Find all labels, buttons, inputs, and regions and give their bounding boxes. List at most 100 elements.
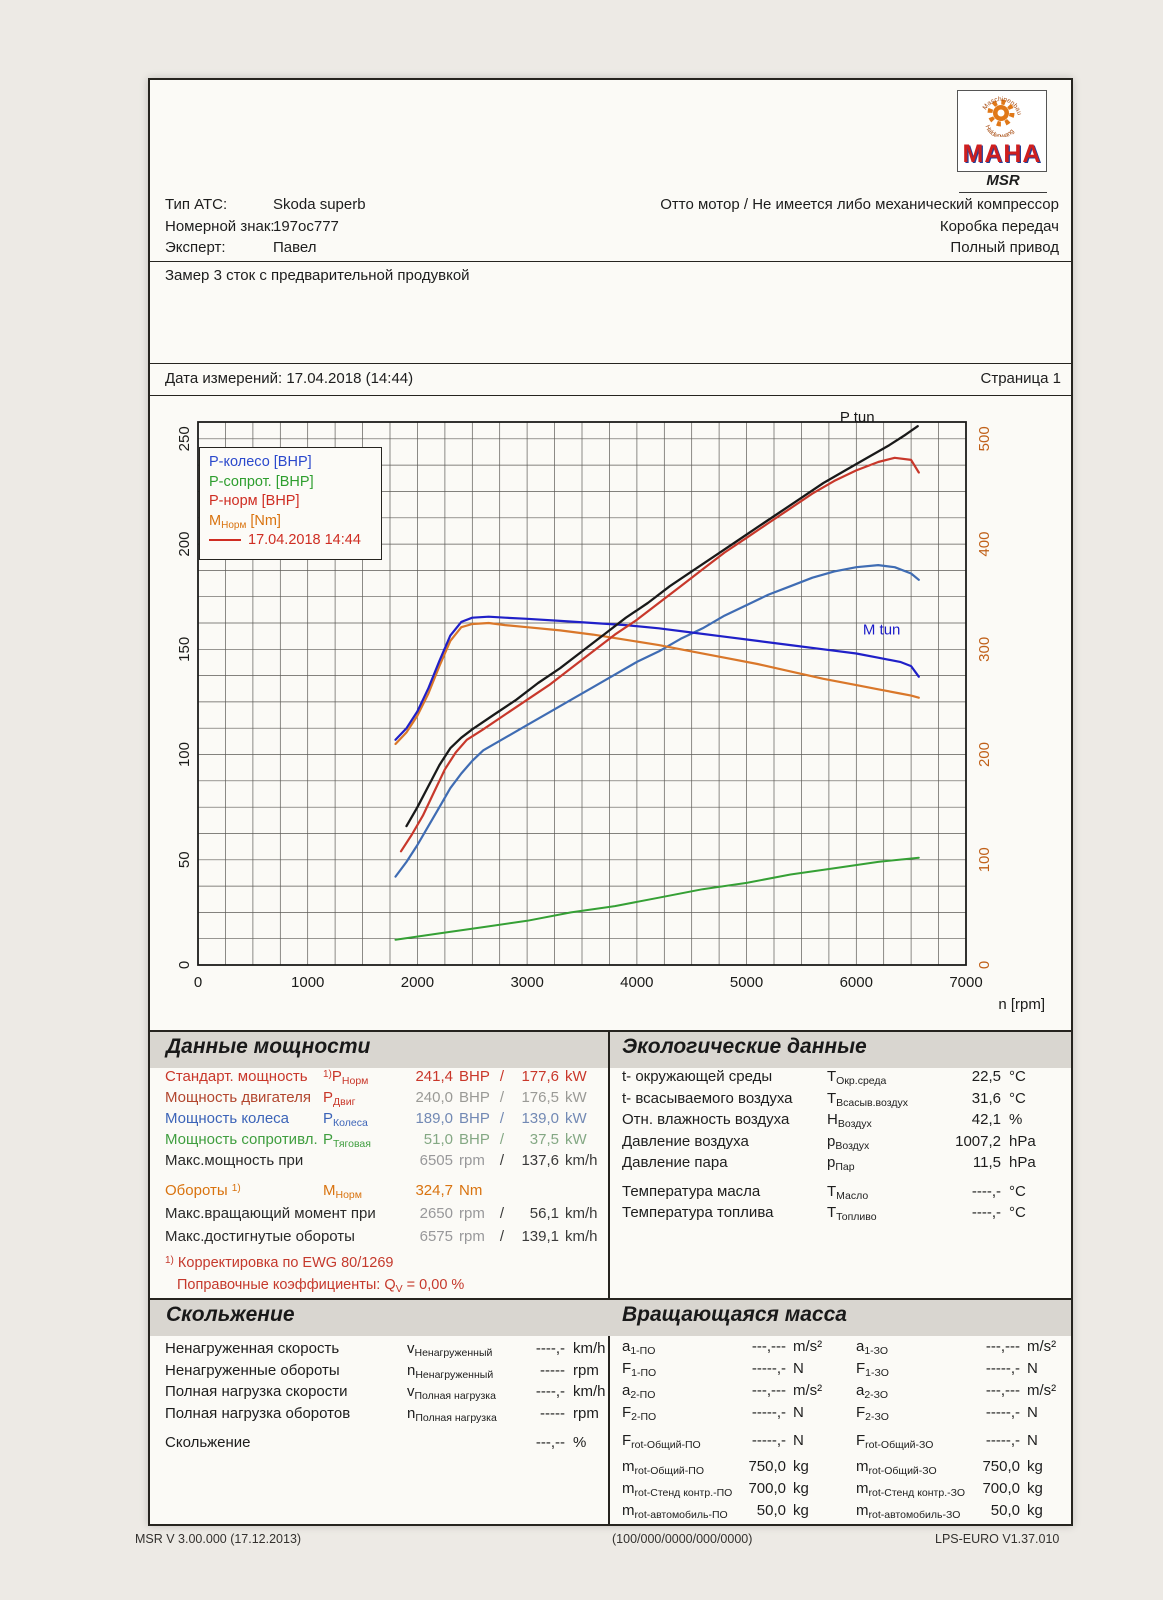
row-slash: /: [499, 1131, 505, 1148]
divider-line: [150, 261, 1071, 262]
power-table-row: Макс.мощность при 6505 rpm / 137,6 km/h: [150, 1152, 608, 1173]
info-value: 197ос777: [273, 217, 339, 235]
row-symbol: TМасло: [827, 1182, 869, 1202]
row-unit-2: kW: [565, 1131, 587, 1148]
slip-row: Скольжение ---,-- %: [150, 1434, 608, 1456]
row-unit: m/s²: [1027, 1382, 1057, 1399]
row-value: 50,0: [990, 1502, 1020, 1519]
row-symbol: mrot-автомобиль-ПО: [622, 1502, 728, 1521]
header-info: Тип АТС: Skoda superb Отто мотор / Не им…: [165, 196, 1063, 261]
row-symbol: vПолная нагрузка: [407, 1383, 496, 1402]
row-unit-1: BHP: [459, 1131, 490, 1148]
slip-row: Ненагруженная скорость vНенагруженный --…: [150, 1340, 608, 1362]
row-unit: N: [793, 1360, 804, 1377]
mass-row: mrot-автомобиль-ПО 50,0 kg: [622, 1502, 856, 1524]
row-unit: %: [573, 1434, 587, 1451]
y-right-tick: 400: [976, 532, 993, 557]
row-value: ---,---: [985, 1382, 1020, 1399]
row-symbol: a1-ЗО: [856, 1338, 889, 1357]
row-symbol: nНенагруженный: [407, 1361, 494, 1381]
report-paper: Maschinenbau Haldenwang MAHA MSR Тип АТС…: [148, 78, 1073, 1526]
x-tick: 0: [194, 974, 202, 991]
power-table-row: Мощность колеса PКолеса 189,0 BHP / 139,…: [150, 1110, 608, 1131]
y-left-tick: 250: [176, 426, 193, 451]
row-label: t- окружающей среды: [622, 1068, 773, 1085]
row-label: Макс.достигнутые обороты: [165, 1228, 355, 1245]
legend-line-swatch: [209, 539, 241, 542]
page-number: Страница 1: [980, 370, 1062, 387]
row-value: ---,---: [985, 1338, 1020, 1355]
footnote-coefficients: Поправочные коэффициенты: QV = 0,00 %: [177, 1276, 465, 1295]
row-unit: rpm: [573, 1361, 599, 1379]
row-unit: m/s²: [1027, 1338, 1057, 1355]
row-value: -----,-: [985, 1432, 1020, 1449]
slip-table: Ненагруженная скорость vНенагруженный --…: [150, 1340, 608, 1456]
row-label: Температура масла: [622, 1182, 761, 1200]
info-right-text: Коробка передач: [939, 217, 1059, 235]
y-left-tick: 0: [176, 961, 193, 969]
legend-entry-text: M: [209, 512, 222, 529]
legend-entry-text: P-колесо [BHP]: [209, 454, 312, 470]
row-value-1: 324,7: [415, 1182, 453, 1199]
row-value: ---,---: [751, 1382, 786, 1399]
row-symbol: nПолная нагрузка: [407, 1404, 497, 1424]
row-unit: rpm: [573, 1404, 599, 1422]
row-symbol: TВсасыв.воздух: [827, 1089, 908, 1109]
row-symbol: F1-ПО: [622, 1360, 657, 1379]
x-axis-label: n [rpm]: [998, 996, 1045, 1013]
row-value-2: 176,5: [521, 1089, 559, 1106]
footer-lps-version: LPS-EURO V1.37.010: [935, 1532, 1060, 1546]
row-value: -----: [540, 1361, 565, 1379]
row-label: Обороты 1): [165, 1182, 241, 1199]
row-label: Температура топлива: [622, 1204, 774, 1221]
y-left-tick: 150: [176, 637, 193, 662]
row-label: Мощность колеса: [165, 1110, 290, 1127]
row-symbol: Frot-Общий-ПО: [622, 1432, 701, 1451]
row-unit: m/s²: [793, 1338, 823, 1355]
row-label: Мощность сопротивл.: [165, 1131, 318, 1148]
row-value-1: 6505: [419, 1152, 453, 1169]
row-unit: °C: [1009, 1068, 1026, 1085]
mass-column-front: a1-ПО ---,--- m/s² F1-ПО -----,- N a2-ПО…: [608, 1338, 856, 1524]
row-slash: /: [499, 1152, 505, 1169]
row-value-1: 6575: [419, 1228, 453, 1245]
row-symbol: mrot-Общий-ЗО: [856, 1458, 937, 1477]
row-value: 700,0: [982, 1480, 1020, 1497]
series-M-tun: [394, 615, 920, 741]
row-label: Макс.вращающий момент при: [165, 1205, 376, 1222]
row-unit-2: kW: [565, 1068, 587, 1085]
info-value: Павел: [273, 239, 317, 256]
section-strip: [150, 1030, 1071, 1068]
row-unit-2: kW: [565, 1110, 587, 1127]
environment-row: Температура масла TМасло ----,- °C: [608, 1183, 1075, 1205]
row-label: t- всасываемого воздуха: [622, 1089, 793, 1107]
mass-row: a1-ПО ---,--- m/s²: [622, 1338, 856, 1360]
mass-row: mrot-Общий-ПО 750,0 kg: [622, 1458, 856, 1480]
row-value: 750,0: [982, 1458, 1020, 1475]
mass-row: Frot-Общий-ЗО -----,- N: [856, 1432, 1075, 1454]
legend-entry-text: P-норм [BHP]: [209, 493, 300, 509]
row-value: ----,-: [535, 1340, 565, 1357]
row-value-1: 2650: [419, 1205, 453, 1222]
y-right-tick: 100: [976, 847, 993, 872]
power-table-row: Стандарт. мощность 1)PНорм 241,4 BHP / 1…: [150, 1068, 608, 1089]
row-symbol: PТяговая: [323, 1131, 371, 1150]
legend-entry-text: P-сопрот. [BHP]: [209, 473, 314, 490]
row-symbol: F1-ЗО: [856, 1360, 889, 1379]
row-unit: N: [793, 1432, 804, 1449]
environment-row: Температура топлива TТопливо ----,- °C: [608, 1204, 1075, 1226]
legend-date-entry: 17.04.2018 14:44: [209, 532, 372, 552]
correction-footnotes: 1) Корректировка по EWG 80/1269 Поправоч…: [165, 1250, 464, 1300]
row-unit: N: [1027, 1360, 1038, 1377]
row-label: Макс.мощность при: [165, 1152, 304, 1169]
environment-row: Давление пара pПар 11,5 hPa: [608, 1154, 1075, 1176]
mass-row: mrot-Стенд контр.-ПО 700,0 kg: [622, 1480, 856, 1502]
row-value: ----,-: [971, 1204, 1001, 1221]
x-tick: 6000: [840, 974, 873, 991]
divider-line: [150, 363, 1071, 364]
power-table-row: Макс.достигнутые обороты 6575 rpm / 139,…: [150, 1228, 608, 1249]
power-section-title: Данные мощности: [166, 1035, 371, 1058]
row-slash: /: [499, 1205, 505, 1222]
environment-row: Отн. влажность воздуха HВоздух 42,1 %: [608, 1111, 1075, 1133]
